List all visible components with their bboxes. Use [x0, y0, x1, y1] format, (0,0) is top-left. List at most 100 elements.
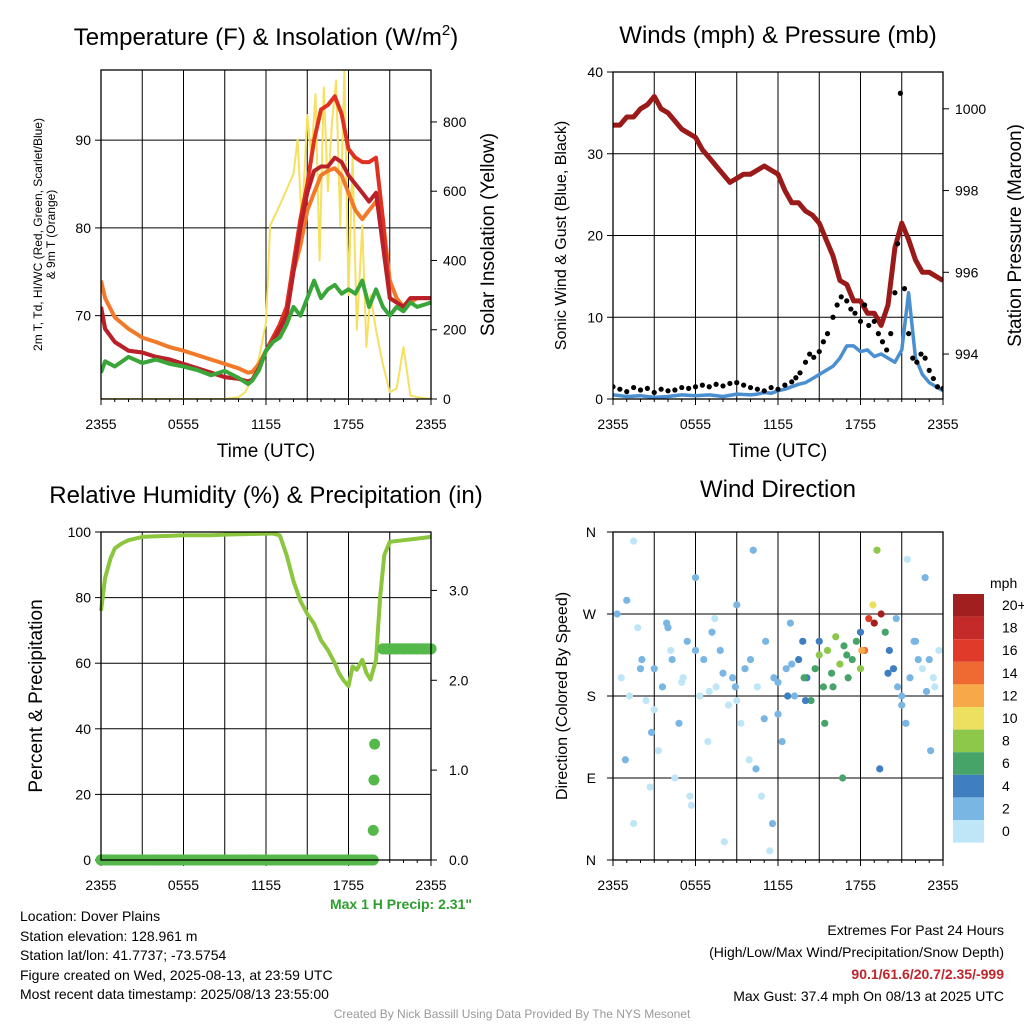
panel-2: Winds (mph) & Pressure (mb) 2355 0555 1155 1… — [553, 22, 1024, 462]
plot-border — [612, 71, 944, 400]
legend-label: 12 — [1002, 687, 1018, 703]
gust-point — [914, 359, 920, 365]
y-tick-label: 20 — [587, 228, 603, 244]
legend-swatch — [953, 639, 984, 662]
legend-label: 16 — [1002, 642, 1018, 658]
direction-point — [708, 628, 716, 636]
series-line-td — [101, 278, 431, 387]
elevation-text: Station elevation: 128.961 m — [20, 927, 198, 944]
gust-point — [922, 355, 928, 361]
direction-point — [911, 637, 920, 645]
direction-point — [650, 665, 658, 673]
direction-point — [678, 678, 686, 686]
gust-point — [862, 302, 868, 308]
direction-point — [746, 655, 755, 664]
legend-swatch — [953, 594, 984, 617]
direction-point — [687, 801, 695, 809]
y-tick-label: 60 — [75, 655, 91, 671]
legend-swatch — [953, 707, 984, 730]
y-tick-label: E — [587, 770, 596, 786]
direction-point — [788, 660, 796, 668]
credit-text: Created By Nick Bassill Using Data Provi… — [333, 1007, 691, 1021]
y-tick-label: N — [586, 524, 596, 540]
direction-point — [724, 701, 733, 709]
gust-point — [901, 286, 908, 292]
gust-point — [720, 383, 726, 389]
direction-point — [731, 683, 739, 691]
direction-point — [768, 819, 777, 828]
direction-point — [858, 646, 866, 655]
direction-point — [621, 756, 629, 764]
direction-point — [906, 674, 914, 682]
direction-point — [914, 655, 922, 664]
direction-point — [630, 819, 638, 828]
gust-point — [895, 241, 901, 247]
y-tick-label: 80 — [75, 220, 91, 236]
legend-swatch — [953, 774, 984, 798]
direction-point — [668, 655, 676, 664]
direction-point — [647, 728, 656, 737]
gust-point — [848, 306, 854, 312]
direction-point — [766, 847, 774, 855]
x-tick-label: 1755 — [333, 416, 364, 432]
direction-point — [892, 614, 900, 623]
direction-point — [720, 838, 728, 846]
gust-point — [866, 322, 872, 329]
gust-point — [897, 90, 903, 96]
direction-point — [691, 646, 700, 655]
gust-point — [747, 384, 754, 391]
direction-point — [654, 747, 662, 755]
x-tick-label: 1155 — [763, 416, 793, 432]
direction-point — [894, 683, 902, 691]
legend-swatch — [953, 820, 984, 843]
y-tick-label: W — [583, 606, 597, 622]
direction-point — [819, 683, 827, 691]
x-tick-label: 2355 — [415, 877, 446, 893]
direction-point — [843, 651, 851, 659]
direction-point — [784, 692, 792, 700]
y-tick-label: 40 — [587, 64, 603, 80]
legend-label: 8 — [1002, 733, 1010, 749]
direction-point — [856, 628, 865, 636]
direction-point — [844, 674, 852, 682]
gust-point — [930, 375, 936, 382]
direction-point — [704, 737, 712, 746]
y-tick-label: 30 — [587, 146, 603, 162]
gust-point — [727, 380, 733, 387]
gust-point — [624, 389, 630, 395]
gust-point — [834, 302, 840, 308]
direction-point — [821, 719, 829, 727]
gust-point — [797, 370, 803, 376]
direction-point — [667, 646, 675, 655]
direction-point — [770, 674, 778, 682]
direction-point — [922, 687, 931, 696]
direction-point — [774, 678, 782, 686]
direction-point — [782, 665, 790, 673]
gust-point — [811, 354, 817, 360]
direction-point — [634, 624, 642, 632]
x-tick-label: 0555 — [168, 416, 199, 432]
chart-title: Winds (mph) & Pressure (mb) — [619, 22, 936, 49]
direction-point — [638, 655, 646, 664]
direction-point — [675, 719, 683, 727]
title-part: Temperature (F) & Insolation (W/m — [74, 24, 442, 51]
y-axis-label: & 9m T (Orange) — [44, 190, 58, 280]
y-tick-label: 90 — [75, 132, 91, 148]
x-tick-label: 1155 — [763, 877, 793, 893]
gust-point — [734, 380, 740, 386]
gust-point — [775, 386, 781, 392]
direction-point — [848, 655, 856, 664]
gust-point — [918, 351, 924, 357]
gust-point — [706, 384, 712, 390]
legend-swatch — [953, 616, 984, 640]
y2-tick-label: 998 — [955, 183, 979, 199]
y2-tick-label: 0 — [443, 391, 451, 407]
max-precip-annotation: Max 1 H Precip: 2.31" — [330, 896, 472, 912]
y2-tick-label: 200 — [443, 322, 467, 338]
direction-point — [749, 546, 757, 554]
y2-tick-label: 3.0 — [449, 582, 469, 598]
direction-point — [790, 692, 799, 700]
direction-point — [711, 614, 719, 623]
y2-tick-label: 400 — [443, 252, 467, 268]
y2-tick-label: 2.0 — [449, 672, 469, 688]
